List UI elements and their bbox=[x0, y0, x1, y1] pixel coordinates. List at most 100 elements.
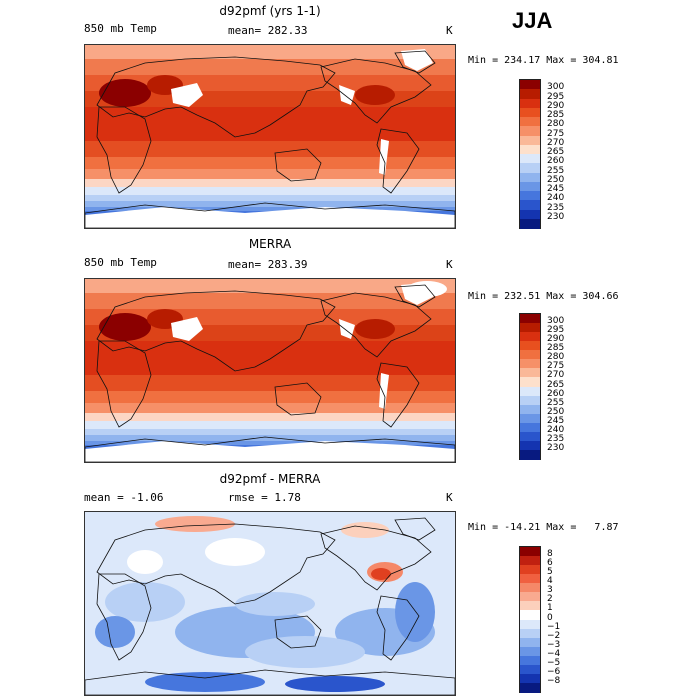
colorbar-tick-label: 1 bbox=[547, 603, 553, 614]
temperature-band bbox=[85, 375, 455, 392]
temperature-band bbox=[85, 107, 455, 142]
panel-2-title: MERRA bbox=[248, 237, 292, 251]
coastline bbox=[376, 128, 420, 194]
colorbar-tick-label: 260 bbox=[547, 388, 565, 399]
masked-terrain bbox=[407, 281, 447, 297]
colorbar-swatch bbox=[520, 655, 540, 666]
colorbar-tick-label: 295 bbox=[547, 91, 565, 102]
difference-region bbox=[395, 582, 435, 642]
temperature-band bbox=[85, 59, 455, 76]
colorbar-swatch bbox=[520, 449, 540, 460]
colorbar-swatch bbox=[520, 98, 540, 109]
coastline bbox=[274, 148, 322, 182]
temperature-band bbox=[85, 195, 455, 202]
panel-1-colorbar bbox=[519, 79, 541, 229]
colorbar-swatch bbox=[520, 664, 540, 675]
colorbar-swatch bbox=[520, 431, 540, 442]
difference-region bbox=[145, 672, 265, 692]
colorbar-tick-label: 255 bbox=[547, 165, 565, 176]
colorbar-swatch bbox=[520, 377, 540, 387]
difference-region bbox=[341, 522, 389, 538]
coastline bbox=[394, 284, 436, 308]
difference-region bbox=[155, 516, 235, 532]
temperature-band bbox=[85, 403, 455, 414]
colorbar-tick-label: 275 bbox=[547, 361, 565, 372]
colorbar-swatch bbox=[520, 637, 540, 648]
colorbar-tick-label: 250 bbox=[547, 406, 565, 417]
masked-terrain bbox=[171, 83, 203, 107]
panel-1-min-max: Min = 234.17 Max = 304.81 bbox=[468, 55, 619, 66]
panel-1-mean-label: mean= 282.33 bbox=[228, 24, 308, 37]
coastline bbox=[376, 362, 420, 428]
panel-2-map bbox=[84, 278, 456, 463]
colorbar-swatch bbox=[520, 341, 540, 351]
temperature-band bbox=[85, 341, 455, 376]
colorbar-swatch bbox=[520, 163, 540, 173]
colorbar-swatch bbox=[520, 117, 540, 127]
panel-2-min-max: Min = 232.51 Max = 304.66 bbox=[468, 291, 619, 302]
colorbar-swatch bbox=[520, 413, 540, 424]
colorbar-tick-label: 290 bbox=[547, 334, 565, 345]
coastline bbox=[274, 382, 322, 416]
colorbar-tick-label: 280 bbox=[547, 119, 565, 130]
coastline bbox=[320, 58, 432, 124]
coastline bbox=[96, 106, 152, 194]
colorbar-tick-label: 285 bbox=[547, 343, 565, 354]
colorbar-swatch bbox=[520, 673, 540, 684]
coastline bbox=[394, 50, 436, 74]
colorbar-tick-label: 3 bbox=[547, 585, 553, 596]
coastline bbox=[320, 525, 432, 591]
difference-region bbox=[371, 568, 391, 580]
colorbar-tick-label: 300 bbox=[547, 82, 565, 93]
temperature-band bbox=[85, 429, 455, 436]
colorbar-swatch bbox=[520, 154, 540, 164]
coastline bbox=[320, 292, 432, 358]
colorbar-tick-label: −5 bbox=[547, 657, 561, 668]
colorbar-tick-label: 270 bbox=[547, 137, 565, 148]
colorbar-swatch bbox=[520, 135, 540, 146]
panel-3-colorbar bbox=[519, 546, 541, 693]
colorbar-swatch bbox=[520, 592, 540, 602]
map-plot bbox=[85, 279, 455, 462]
panel-3-mean-label: mean = -1.06 bbox=[84, 491, 164, 504]
temperature-band bbox=[85, 157, 455, 170]
colorbar-tick-label: 260 bbox=[547, 156, 565, 167]
colorbar-swatch bbox=[520, 395, 540, 406]
masked-terrain bbox=[401, 49, 433, 71]
temperature-band bbox=[85, 441, 455, 446]
hot-region bbox=[355, 85, 395, 105]
colorbar-swatch bbox=[520, 422, 540, 433]
panel-1-variable-label: 850 mb Temp bbox=[84, 22, 157, 35]
panel-2-unit-label: K bbox=[446, 258, 453, 271]
temperature-band bbox=[85, 187, 455, 196]
colorbar-tick-label: 2 bbox=[547, 594, 553, 605]
map-plot bbox=[85, 45, 455, 228]
colorbar-tick-label: 240 bbox=[547, 193, 565, 204]
colorbar-tick-label: 8 bbox=[547, 549, 553, 560]
panel-1-unit-label: K bbox=[446, 24, 453, 37]
masked-terrain bbox=[379, 373, 389, 409]
difference-region bbox=[235, 592, 315, 616]
colorbar-swatch bbox=[520, 440, 540, 451]
temperature-band bbox=[85, 201, 455, 208]
panel-3-unit-label: K bbox=[446, 491, 453, 504]
colorbar-swatch bbox=[520, 601, 540, 611]
colorbar-swatch bbox=[520, 556, 540, 566]
temperature-band bbox=[85, 207, 455, 212]
colorbar-swatch bbox=[520, 218, 540, 229]
colorbar-swatch bbox=[520, 547, 540, 557]
colorbar-swatch bbox=[520, 191, 540, 201]
colorbar-tick-label: 245 bbox=[547, 184, 565, 194]
panel-2-variable-label: 850 mb Temp bbox=[84, 256, 157, 269]
colorbar-swatch bbox=[520, 314, 540, 324]
temperature-band bbox=[85, 279, 455, 294]
colorbar-swatch bbox=[520, 126, 540, 136]
temperature-band bbox=[85, 179, 455, 188]
colorbar-tick-label: −3 bbox=[547, 639, 561, 650]
coastline bbox=[376, 595, 420, 661]
coastline bbox=[96, 290, 336, 372]
temperature-band bbox=[85, 169, 455, 180]
colorbar-tick-label: 4 bbox=[547, 576, 553, 587]
coastline bbox=[85, 436, 455, 462]
colorbar-tick-label: −4 bbox=[547, 648, 561, 659]
